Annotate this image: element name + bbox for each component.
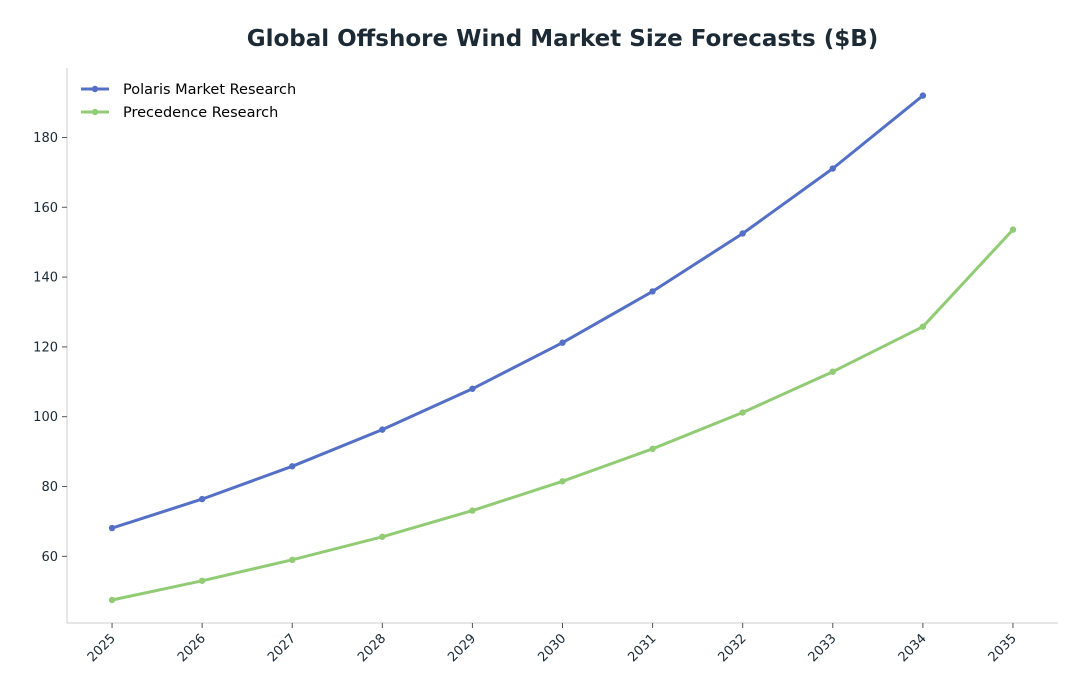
chart-title: Global Offshore Wind Market Size Forecas… bbox=[246, 26, 879, 52]
data-point bbox=[108, 596, 116, 604]
y-tick-label: 160 bbox=[33, 201, 58, 216]
data-point bbox=[649, 445, 656, 453]
x-tick-label: 2030 bbox=[535, 631, 569, 665]
data-point bbox=[919, 92, 927, 99]
x-tick-label: 2032 bbox=[716, 631, 750, 665]
legend: Polaris Market Research Precedence Resear… bbox=[81, 82, 296, 121]
data-point bbox=[559, 478, 566, 485]
data-point bbox=[829, 165, 836, 172]
series-layer bbox=[108, 92, 1017, 604]
data-point bbox=[649, 288, 656, 295]
x-tick-label: 2028 bbox=[355, 631, 389, 665]
data-point bbox=[739, 230, 746, 237]
series-line-2 bbox=[110, 228, 1015, 602]
x-tick-label: 2029 bbox=[445, 631, 479, 665]
data-point bbox=[469, 507, 476, 514]
series-line-1 bbox=[110, 94, 925, 530]
data-point bbox=[289, 556, 296, 564]
data-point bbox=[379, 533, 386, 540]
legend-swatch-marker bbox=[91, 108, 99, 116]
legend-label: Precedence Research bbox=[123, 105, 278, 121]
data-point bbox=[1009, 226, 1017, 233]
legend-label: Polaris Market Research bbox=[123, 82, 296, 98]
x-tick-label: 2035 bbox=[986, 631, 1020, 665]
y-tick-label: 120 bbox=[33, 340, 58, 355]
y-tick-label: 80 bbox=[41, 480, 58, 495]
data-point bbox=[739, 409, 746, 416]
data-point bbox=[559, 339, 566, 346]
y-tick-label: 60 bbox=[41, 550, 58, 565]
x-tick-label: 2025 bbox=[85, 631, 119, 665]
y-tick-label: 100 bbox=[33, 410, 58, 425]
data-point bbox=[829, 368, 836, 375]
data-point bbox=[919, 323, 927, 330]
y-tick-label: 180 bbox=[33, 131, 58, 146]
legend-swatch-marker bbox=[91, 85, 99, 93]
y-tick-label: 140 bbox=[33, 271, 58, 286]
data-point bbox=[289, 463, 296, 470]
x-tick-label: 2034 bbox=[896, 631, 930, 665]
x-tick-label: 2026 bbox=[175, 631, 209, 665]
data-point bbox=[379, 426, 386, 433]
data-point bbox=[108, 524, 116, 532]
data-point bbox=[198, 577, 206, 584]
x-tick-label: 2027 bbox=[265, 631, 299, 665]
x-tick-label: 2031 bbox=[625, 631, 659, 665]
x-tick-label: 2033 bbox=[806, 631, 840, 665]
data-point bbox=[469, 385, 476, 392]
axes: 60 80 100 120 140 160 180 2025 2026 2027 2028 2029 2… bbox=[33, 68, 1058, 665]
data-point bbox=[198, 495, 206, 503]
